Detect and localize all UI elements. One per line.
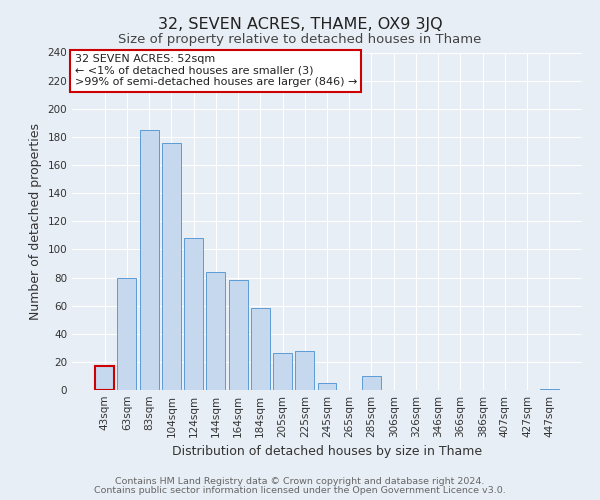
Bar [317, 383, 337, 390]
Text: Contains HM Land Registry data © Crown copyright and database right 2024.: Contains HM Land Registry data © Crown c… [115, 477, 485, 486]
Bar [140, 130, 158, 390]
Text: 32 SEVEN ACRES: 52sqm
← <1% of detached houses are smaller (3)
>99% of semi-deta: 32 SEVEN ACRES: 52sqm ← <1% of detached … [74, 54, 357, 88]
Bar [273, 354, 292, 390]
Y-axis label: Number of detached properties: Number of detached properties [29, 122, 42, 320]
Bar [95, 366, 114, 390]
Text: 32, SEVEN ACRES, THAME, OX9 3JQ: 32, SEVEN ACRES, THAME, OX9 3JQ [158, 18, 442, 32]
Bar [229, 280, 248, 390]
Text: Size of property relative to detached houses in Thame: Size of property relative to detached ho… [118, 32, 482, 46]
Bar [118, 278, 136, 390]
Bar [162, 142, 181, 390]
Bar [295, 350, 314, 390]
Bar [206, 272, 225, 390]
Bar [362, 376, 381, 390]
Bar [184, 238, 203, 390]
Text: Contains public sector information licensed under the Open Government Licence v3: Contains public sector information licen… [94, 486, 506, 495]
X-axis label: Distribution of detached houses by size in Thame: Distribution of detached houses by size … [172, 446, 482, 458]
Bar [540, 388, 559, 390]
Bar [251, 308, 270, 390]
